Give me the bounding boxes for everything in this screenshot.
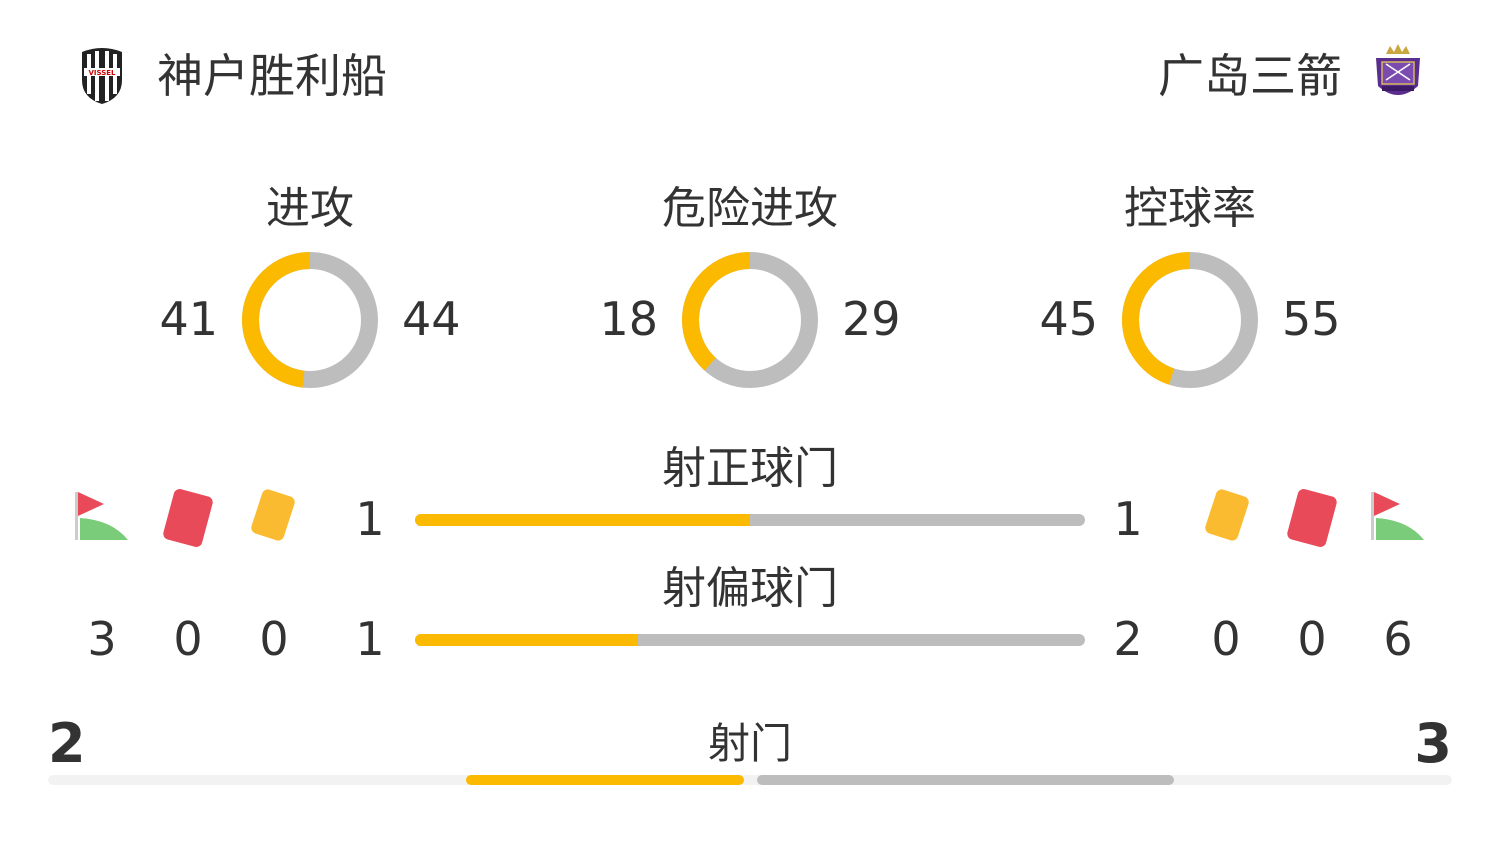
donut-away-value: 55: [1282, 292, 1341, 346]
home-yellow-card-icon: [251, 489, 295, 541]
home-corner-flag-icon: [75, 492, 128, 540]
away-corners: 6: [1383, 612, 1413, 666]
home-red-card-icon: [163, 489, 213, 547]
away-shots: 3: [1414, 712, 1452, 775]
home-team-name: 神户胜利船: [157, 49, 387, 103]
away-team-logo: [1376, 44, 1420, 95]
bar-home-fill: [415, 514, 750, 526]
svg-text:VISSEL: VISSEL: [88, 69, 116, 77]
bar-away-value: 1: [1113, 492, 1143, 546]
home-shots-bar: [466, 775, 744, 785]
home-shots: 2: [48, 712, 86, 775]
donut-chart: [1122, 252, 1258, 388]
donut-home-arc: [242, 252, 378, 388]
home-red-cards: 0: [173, 612, 203, 666]
donut-title: 危险进攻: [662, 183, 838, 234]
bar-home-fill: [415, 634, 639, 646]
donut-title: 控球率: [1124, 183, 1256, 234]
bar-title: 射偏球门: [662, 563, 838, 614]
donut-away-value: 29: [842, 292, 901, 346]
bar-track: [415, 514, 1085, 526]
donut-home-arc: [682, 252, 818, 388]
bar-away-value: 2: [1113, 612, 1143, 666]
home-corners: 3: [87, 612, 117, 666]
away-team-name: 广岛三箭: [1158, 49, 1342, 103]
home-team-logo: VISSEL: [82, 48, 122, 104]
donut-home-value: 45: [1039, 292, 1098, 346]
shots-track: [48, 775, 1452, 785]
bar-title: 射正球门: [662, 443, 838, 494]
donut-chart: [682, 252, 818, 388]
away-shots-bar: [757, 775, 1174, 785]
donut-home-arc: [1122, 252, 1258, 388]
donut-chart: [242, 252, 378, 388]
away-yellow-cards: 0: [1211, 612, 1241, 666]
donut-title: 进攻: [266, 183, 354, 234]
away-red-card-icon: [1287, 489, 1337, 547]
home-yellow-cards: 0: [259, 612, 289, 666]
away-yellow-card-icon: [1205, 489, 1249, 541]
bar-home-value: 1: [355, 612, 385, 666]
bar-track: [415, 634, 1085, 646]
donut-home-value: 41: [159, 292, 218, 346]
shots-title: 射门: [707, 719, 792, 768]
donut-home-value: 18: [599, 292, 658, 346]
away-corner-flag-icon: [1371, 492, 1424, 540]
bar-home-value: 1: [355, 492, 385, 546]
away-red-cards: 0: [1297, 612, 1327, 666]
donut-away-value: 44: [402, 292, 461, 346]
